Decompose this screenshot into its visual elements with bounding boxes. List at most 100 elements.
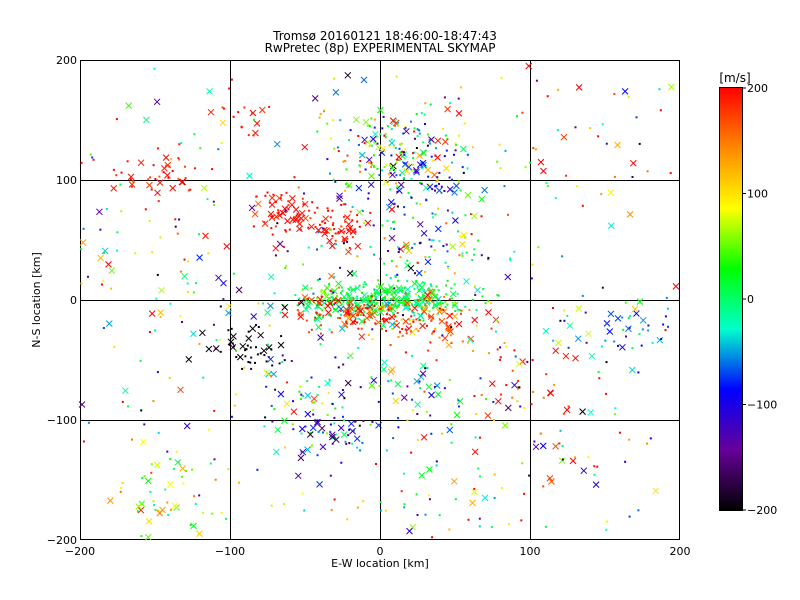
- data-point-dot: [251, 112, 254, 115]
- data-point-dot: [397, 417, 400, 420]
- data-point-dot: [268, 324, 271, 327]
- data-point-x: [453, 182, 460, 190]
- data-point-dot: [445, 284, 448, 287]
- data-point-dot: [397, 246, 399, 249]
- data-point-x: [236, 353, 244, 361]
- data-point-dot: [337, 230, 340, 233]
- data-point-x: [345, 315, 352, 322]
- data-point-dot: [434, 189, 436, 192]
- data-point-x: [631, 305, 639, 313]
- data-point-dot: [381, 169, 384, 172]
- data-point-dot: [434, 327, 437, 330]
- data-point-dot: [403, 162, 406, 164]
- data-point-x: [572, 354, 579, 362]
- data-point-dot: [463, 122, 466, 125]
- data-point-x: [652, 487, 660, 495]
- data-point-dot: [193, 133, 196, 136]
- data-point-dot: [342, 203, 345, 206]
- data-point-dot: [492, 401, 495, 403]
- data-point-dot: [456, 292, 459, 295]
- data-point-x: [377, 106, 384, 114]
- data-point-dot: [613, 413, 616, 416]
- data-point-x: [445, 341, 453, 349]
- data-point-x: [310, 395, 318, 403]
- data-point-dot: [413, 287, 416, 290]
- data-point-dot: [574, 456, 576, 459]
- data-point-x: [239, 342, 247, 350]
- data-point-x: [301, 200, 309, 208]
- data-point-dot: [453, 153, 455, 156]
- data-point-dot: [381, 318, 384, 320]
- data-point-dot: [255, 195, 258, 198]
- data-point-dot: [450, 423, 453, 426]
- data-point-x: [494, 397, 502, 405]
- data-point-dot: [334, 297, 337, 300]
- data-point-x: [417, 373, 425, 381]
- data-point-dot: [424, 256, 427, 259]
- data-point-dot: [374, 310, 377, 313]
- data-point-dot: [306, 380, 309, 383]
- data-point-dot: [418, 380, 421, 383]
- data-point-dot: [193, 495, 195, 498]
- data-point-dot: [255, 346, 257, 349]
- data-point-dot: [429, 103, 432, 106]
- data-point-dot: [368, 298, 371, 301]
- data-point-x: [225, 309, 232, 317]
- data-point-dot: [343, 230, 346, 233]
- data-point-dot: [292, 428, 295, 431]
- data-point-x: [388, 164, 396, 172]
- data-point-dot: [407, 163, 410, 166]
- data-point-x: [328, 272, 335, 280]
- data-point-dot: [526, 360, 529, 363]
- data-point-dot: [613, 93, 616, 96]
- data-point-dot: [487, 258, 490, 261]
- data-point-dot: [411, 246, 414, 249]
- data-point-x: [368, 382, 376, 389]
- data-point-dot: [357, 143, 360, 146]
- data-point-dot: [333, 276, 336, 278]
- data-point-dot: [362, 210, 364, 212]
- data-point-x: [298, 425, 306, 433]
- data-point-dot: [330, 509, 333, 511]
- data-point-dot: [351, 288, 354, 291]
- data-point-dot: [384, 296, 386, 299]
- data-point-dot: [328, 328, 331, 331]
- data-point-dot: [373, 126, 376, 129]
- data-point-dot: [80, 282, 83, 285]
- x-tick-label: −100: [215, 545, 245, 558]
- data-point-dot: [302, 395, 305, 397]
- data-point-dot: [410, 451, 413, 454]
- data-point-dot: [497, 294, 500, 297]
- data-point-dot: [500, 76, 503, 79]
- data-point-dot: [646, 442, 649, 445]
- data-point-dot: [359, 297, 362, 300]
- data-point-dot: [337, 232, 339, 235]
- data-point-dot: [368, 307, 371, 310]
- data-point-dot: [227, 329, 230, 332]
- data-point-dot: [600, 345, 603, 348]
- data-point-dot: [484, 302, 487, 305]
- data-point-dot: [397, 121, 400, 124]
- data-point-dot: [513, 349, 516, 352]
- data-point-x: [532, 443, 540, 451]
- data-point-x: [555, 339, 562, 347]
- x-tick-label: 0: [377, 545, 384, 558]
- data-point-dot: [375, 136, 378, 139]
- data-point-dot: [372, 224, 375, 227]
- data-point-dot: [452, 302, 455, 305]
- data-point-dot: [166, 501, 169, 504]
- data-point-dot: [439, 303, 442, 306]
- data-point-dot: [531, 263, 534, 266]
- data-point-dot: [631, 347, 634, 350]
- data-point-dot: [419, 203, 422, 205]
- data-point-dot: [328, 378, 331, 381]
- data-point-dot: [148, 331, 151, 333]
- data-point-dot: [442, 308, 445, 311]
- data-point-dot: [326, 413, 329, 416]
- data-point-x: [316, 481, 323, 488]
- data-point-dot: [438, 240, 441, 243]
- data-point-x: [414, 401, 422, 408]
- data-point-dot: [175, 450, 178, 453]
- data-point-dot: [649, 437, 652, 440]
